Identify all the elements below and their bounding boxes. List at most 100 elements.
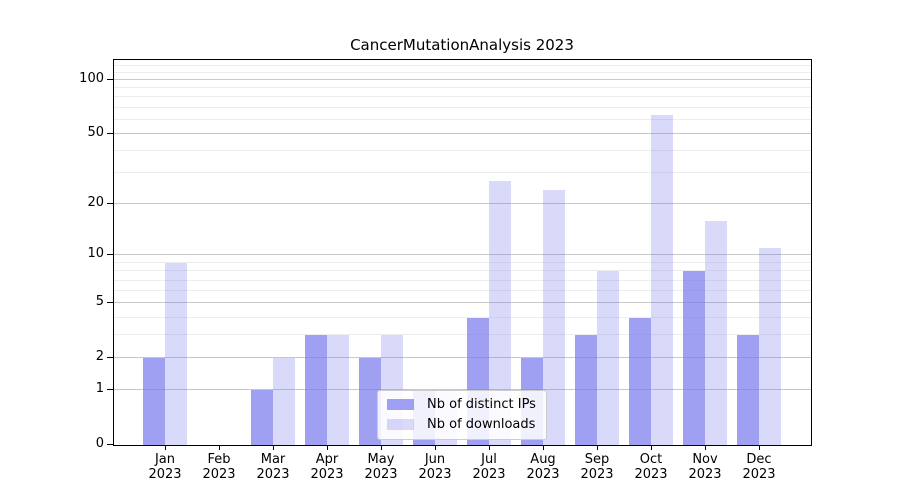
gridline-major xyxy=(114,389,811,391)
x-tick-year: 2023 xyxy=(526,467,560,482)
legend-label: Nb of distinct IPs xyxy=(427,397,536,412)
gridline-minor xyxy=(114,96,811,98)
bar-distinct-ips xyxy=(629,317,651,445)
x-tick-year: 2023 xyxy=(364,467,398,482)
x-tick-mark xyxy=(705,445,706,450)
bar-downloads xyxy=(759,248,781,445)
bar-downloads xyxy=(705,220,727,445)
x-tick-label: Nov 2023 xyxy=(670,452,740,482)
y-tick-label: 2 xyxy=(95,349,104,365)
y-tick-label: 1 xyxy=(95,381,104,397)
x-tick-mark xyxy=(651,445,652,450)
gridline-major xyxy=(114,357,811,359)
gridline-minor xyxy=(114,64,811,66)
x-tick-year: 2023 xyxy=(310,467,344,482)
x-tick-month: Jun xyxy=(424,452,446,467)
y-tick-label: 100 xyxy=(79,71,104,86)
x-tick-month: Jan xyxy=(154,452,176,467)
x-tick-month: Mar xyxy=(260,452,286,467)
bar-distinct-ips xyxy=(575,335,597,445)
y-tick-label: 50 xyxy=(87,125,104,141)
legend-item: Nb of downloads xyxy=(387,417,536,432)
x-tick-mark xyxy=(759,445,760,450)
x-tick-mark xyxy=(327,445,328,450)
gridline-minor xyxy=(114,172,811,174)
x-tick-label: Aug 2023 xyxy=(508,452,578,482)
legend: Nb of distinct IPs Nb of downloads xyxy=(377,390,547,440)
bar-downloads xyxy=(165,262,187,445)
bar-distinct-ips xyxy=(737,335,759,445)
y-tick-mark xyxy=(107,79,113,80)
x-tick-mark xyxy=(273,445,274,450)
x-tick-label: Mar 2023 xyxy=(238,452,308,482)
x-tick-label: Dec 2023 xyxy=(724,452,794,482)
bar-distinct-ips xyxy=(251,390,273,445)
x-tick-month: Nov xyxy=(692,452,718,467)
gridline-minor xyxy=(114,106,811,108)
x-tick-month: Sep xyxy=(584,452,610,467)
y-tick-mark xyxy=(107,357,113,359)
bar-downloads xyxy=(489,181,511,445)
x-tick-mark xyxy=(435,445,436,450)
x-tick-label: Apr 2023 xyxy=(292,452,362,482)
gridline-minor xyxy=(114,87,811,89)
legend-item: Nb of distinct IPs xyxy=(387,397,536,412)
x-tick-label: Oct 2023 xyxy=(616,452,686,482)
gridline-minor xyxy=(114,118,811,120)
plot-area xyxy=(113,59,812,446)
x-tick-mark xyxy=(381,445,382,450)
x-tick-year: 2023 xyxy=(580,467,614,482)
x-tick-year: 2023 xyxy=(256,467,290,482)
bar-downloads xyxy=(543,190,565,445)
legend-swatch-downloads xyxy=(387,419,414,430)
gridline-minor xyxy=(114,279,811,281)
y-tick-mark xyxy=(107,254,113,256)
legend-label: Nb of downloads xyxy=(427,417,536,432)
y-tick-mark xyxy=(107,444,113,445)
x-tick-month: Jul xyxy=(481,452,497,467)
x-tick-year: 2023 xyxy=(418,467,452,482)
x-tick-mark xyxy=(219,445,220,450)
gridline-minor xyxy=(114,71,811,73)
x-tick-label: May 2023 xyxy=(346,452,416,482)
x-tick-label: Jan 2023 xyxy=(130,452,200,482)
y-tick-mark xyxy=(107,133,113,135)
gridline-minor xyxy=(114,316,811,318)
x-tick-mark xyxy=(597,445,598,450)
bar-downloads xyxy=(651,114,673,445)
gridline-minor xyxy=(114,334,811,336)
gridline-major xyxy=(114,302,811,304)
x-tick-label: Jul 2023 xyxy=(454,452,524,482)
gridline-major xyxy=(114,203,811,205)
y-tick-mark xyxy=(107,302,113,304)
bar-distinct-ips xyxy=(683,271,705,445)
y-tick-label: 20 xyxy=(87,195,104,211)
gridline-major xyxy=(114,79,811,80)
x-tick-label: Jun 2023 xyxy=(400,452,470,482)
x-tick-mark xyxy=(165,445,166,450)
bar-distinct-ips xyxy=(143,358,165,445)
bar-distinct-ips xyxy=(305,335,327,445)
x-tick-year: 2023 xyxy=(202,467,236,482)
x-tick-month: Oct xyxy=(639,452,663,467)
x-tick-year: 2023 xyxy=(634,467,668,482)
y-tick-mark xyxy=(107,203,113,205)
x-tick-month: Apr xyxy=(315,452,339,467)
legend-swatch-distinct-ips xyxy=(387,399,414,410)
gridline-major xyxy=(114,254,811,256)
gridline-major xyxy=(114,133,811,135)
gridline-minor xyxy=(114,150,811,152)
x-tick-year: 2023 xyxy=(472,467,506,482)
x-tick-mark xyxy=(543,445,544,450)
gridline-minor xyxy=(114,261,811,263)
x-tick-label: Feb 2023 xyxy=(184,452,254,482)
y-tick-label: 5 xyxy=(95,294,104,310)
x-tick-year: 2023 xyxy=(742,467,776,482)
y-tick-label: 10 xyxy=(87,246,104,262)
x-tick-mark xyxy=(489,445,490,450)
bar-downloads xyxy=(273,358,295,445)
x-tick-month: Aug xyxy=(530,452,556,467)
bar-downloads xyxy=(327,335,349,445)
x-tick-month: Dec xyxy=(746,452,772,467)
